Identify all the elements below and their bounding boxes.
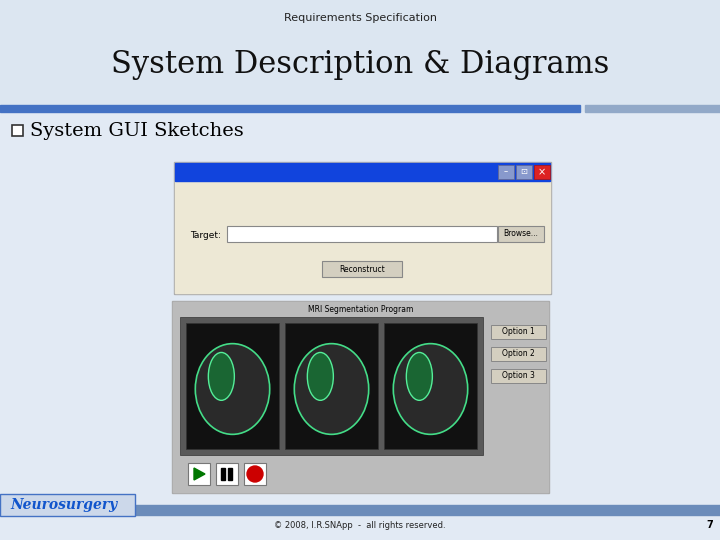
Text: Reconstruct: Reconstruct — [339, 265, 385, 273]
Bar — [498, 165, 514, 179]
Bar — [180, 317, 483, 455]
Bar — [491, 325, 546, 339]
Bar — [0, 0, 720, 108]
Bar — [585, 105, 720, 112]
Text: © 2008, I.R.SNApp  -  all rights reserved.: © 2008, I.R.SNApp - all rights reserved. — [274, 521, 446, 530]
Ellipse shape — [307, 353, 333, 400]
Bar — [0, 105, 580, 112]
Bar — [175, 163, 550, 293]
Text: ×: × — [538, 167, 546, 177]
Bar — [228, 468, 232, 480]
Ellipse shape — [195, 343, 270, 434]
Text: 7: 7 — [706, 520, 714, 530]
Text: Target:: Target: — [190, 232, 221, 240]
Bar — [175, 163, 550, 181]
Ellipse shape — [406, 353, 432, 400]
Text: Requirements Specification: Requirements Specification — [284, 13, 436, 23]
Bar — [221, 468, 225, 480]
Ellipse shape — [393, 343, 468, 434]
Polygon shape — [194, 468, 205, 480]
Bar — [188, 463, 210, 485]
Bar — [227, 226, 497, 242]
Bar — [173, 302, 548, 492]
Bar — [491, 347, 546, 361]
Text: MRI Segmentation Program: MRI Segmentation Program — [308, 306, 413, 314]
Bar — [0, 112, 720, 540]
Text: Option 2: Option 2 — [502, 349, 535, 359]
Bar — [12, 125, 23, 136]
Bar — [244, 463, 266, 485]
Text: Browse...: Browse... — [503, 230, 539, 239]
Text: Option 1: Option 1 — [502, 327, 535, 336]
Text: Neurosurgery: Neurosurgery — [10, 498, 117, 512]
Bar — [172, 301, 549, 493]
Ellipse shape — [294, 343, 369, 434]
Bar — [135, 505, 720, 515]
Bar — [186, 323, 279, 449]
Text: System Description & Diagrams: System Description & Diagrams — [111, 50, 609, 80]
Bar — [498, 226, 544, 242]
Circle shape — [247, 466, 263, 482]
Text: Option 3: Option 3 — [502, 372, 535, 381]
Text: ⊡: ⊡ — [521, 167, 528, 177]
Bar — [534, 165, 550, 179]
Text: System GUI Sketches: System GUI Sketches — [30, 122, 244, 140]
Bar — [322, 261, 402, 277]
Bar — [174, 162, 551, 294]
Bar — [384, 323, 477, 449]
Bar — [516, 165, 532, 179]
Ellipse shape — [208, 353, 235, 400]
Bar — [216, 463, 238, 485]
Text: –: – — [504, 167, 508, 177]
Bar — [285, 323, 378, 449]
Bar — [0, 494, 135, 516]
Bar — [491, 369, 546, 383]
